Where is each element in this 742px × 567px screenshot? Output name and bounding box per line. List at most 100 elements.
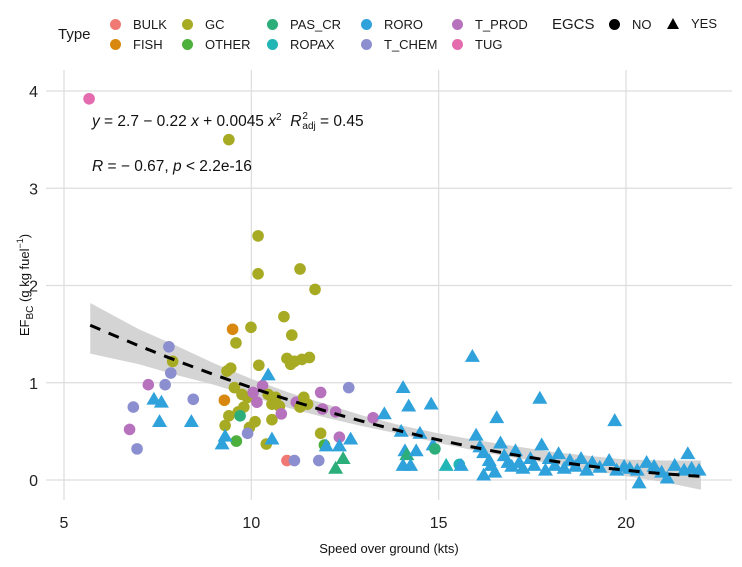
point-roro-triangle bbox=[153, 394, 169, 408]
legend-label: ROPAX bbox=[290, 37, 335, 52]
point-roro-triangle bbox=[476, 467, 492, 481]
point-pas-cr-triangle bbox=[399, 447, 415, 461]
point-roro-triangle bbox=[534, 437, 550, 451]
legend-item-gc: GC bbox=[182, 17, 225, 32]
point-gc-circle bbox=[230, 337, 242, 349]
legend-label: PAS_CR bbox=[290, 17, 342, 32]
point-other-circle bbox=[230, 435, 243, 447]
legend: Type BULK FISH GC OTHER PAS_CR ROPAX ROR… bbox=[0, 10, 742, 60]
roro-swatch-icon bbox=[361, 19, 372, 30]
point-pas-cr-triangle bbox=[328, 460, 344, 474]
point-roro-triangle bbox=[331, 438, 347, 452]
point-roro-triangle bbox=[601, 453, 617, 466]
point-t-chem-circle bbox=[342, 381, 355, 394]
corr-r-val: = − 0.67, bbox=[103, 158, 174, 175]
x-tick-label: 5 bbox=[60, 515, 69, 532]
y-axis-ticks: 0 1 2 3 4 bbox=[29, 84, 38, 490]
point-gc-circle bbox=[252, 230, 264, 242]
corr-p: p bbox=[173, 158, 182, 175]
point-roro-triangle bbox=[646, 458, 662, 472]
point-roro-triangle bbox=[691, 462, 707, 476]
point-roro-triangle bbox=[152, 414, 168, 428]
y-tick-label: 3 bbox=[29, 181, 38, 198]
tug-swatch-icon bbox=[452, 39, 463, 50]
point-t-prod-circle bbox=[333, 431, 346, 444]
x-axis-title: Speed over ground (kts) bbox=[319, 541, 458, 556]
y-tick-label: 0 bbox=[29, 473, 38, 490]
point-roro-triangle bbox=[680, 446, 696, 460]
eq-x2: x bbox=[268, 113, 276, 131]
t-chem-swatch-icon bbox=[361, 39, 372, 50]
point-roro-triangle bbox=[631, 475, 647, 489]
point-roro-triangle bbox=[667, 457, 683, 471]
point-roro-triangle bbox=[607, 413, 623, 427]
point-roro-triangle bbox=[183, 414, 199, 428]
point-t-chem-circle bbox=[164, 367, 177, 379]
regression-equation: y = 2.7 − 0.22 x + 0.0045 x2 R 2 adj = 0.4… bbox=[92, 112, 364, 132]
y-axis-title-sub: BC bbox=[25, 306, 36, 320]
point-gc-circle bbox=[223, 133, 235, 146]
legend-item-egcs-no: NO bbox=[609, 17, 652, 32]
point-gc-circle bbox=[309, 283, 321, 296]
point-gc-circle bbox=[245, 321, 257, 334]
point-roro-triangle bbox=[537, 462, 553, 476]
point-t-prod-circle bbox=[123, 423, 136, 436]
point-roro-triangle bbox=[504, 458, 520, 472]
point-gc-circle bbox=[294, 263, 306, 275]
x-tick-label: 20 bbox=[617, 515, 635, 532]
point-t-prod-circle bbox=[251, 396, 263, 409]
other-swatch-icon bbox=[182, 39, 193, 50]
y-axis-title-close: ) bbox=[17, 234, 32, 238]
eq-r: R bbox=[290, 113, 302, 131]
point-roro-triangle bbox=[395, 380, 411, 394]
point-roro-triangle bbox=[579, 462, 595, 476]
legend-label: RORO bbox=[384, 17, 423, 32]
corr-r: R bbox=[92, 158, 104, 175]
ropax-swatch-icon bbox=[267, 39, 278, 50]
legend-item-tug: TUG bbox=[452, 37, 502, 52]
point-gc-circle bbox=[285, 329, 298, 341]
point-gc-circle bbox=[228, 381, 241, 394]
point-roro-triangle bbox=[464, 348, 480, 362]
point-roro-triangle bbox=[551, 446, 567, 460]
legend-label: T_PROD bbox=[475, 17, 528, 32]
legend-label: T_CHEM bbox=[384, 37, 438, 52]
legend-item-roro: RORO bbox=[361, 17, 423, 32]
point-roro-triangle bbox=[639, 454, 655, 468]
point-roro-triangle bbox=[573, 451, 589, 465]
point-t-prod-circle bbox=[256, 379, 269, 392]
legend-item-t-prod: T_PROD bbox=[452, 17, 528, 32]
point-roro-triangle bbox=[401, 398, 417, 412]
point-roro-triangle bbox=[489, 410, 505, 424]
point-gc-circle bbox=[219, 419, 231, 432]
point-t-chem-circle bbox=[241, 427, 254, 440]
point-t-chem-circle bbox=[163, 340, 175, 353]
point-gc-circle bbox=[252, 268, 264, 280]
point-roro-triangle bbox=[453, 457, 469, 471]
y-tick-label: 1 bbox=[29, 376, 38, 393]
y-axis-title-unit-sup: −1 bbox=[15, 238, 25, 248]
legend-label: YES bbox=[691, 16, 718, 31]
gc-swatch-icon bbox=[182, 19, 193, 30]
point-roro-triangle bbox=[468, 427, 484, 441]
legend-label: TUG bbox=[475, 37, 503, 52]
point-gc-circle bbox=[303, 351, 316, 364]
triangle-shape-icon bbox=[667, 18, 679, 29]
point-t-chem-circle bbox=[159, 378, 171, 391]
fish-swatch-icon bbox=[110, 39, 121, 50]
fit-line-group bbox=[89, 323, 701, 478]
point-gc-circle bbox=[221, 365, 233, 377]
point-roro-triangle bbox=[423, 396, 439, 410]
legend-label: GC bbox=[205, 17, 225, 32]
eq-r-sub: adj bbox=[302, 121, 316, 133]
legend-item-other: OTHER bbox=[182, 37, 251, 52]
point-gc-circle bbox=[266, 413, 278, 426]
gridlines bbox=[46, 70, 732, 500]
point-roro-triangle bbox=[515, 460, 531, 474]
eq-body: = 2.7 − 0.22 bbox=[99, 113, 192, 131]
point-roro-triangle bbox=[659, 470, 675, 484]
fit-line bbox=[89, 323, 701, 478]
eq-y: y bbox=[92, 113, 100, 131]
legend-item-bulk: BULK bbox=[110, 17, 167, 32]
